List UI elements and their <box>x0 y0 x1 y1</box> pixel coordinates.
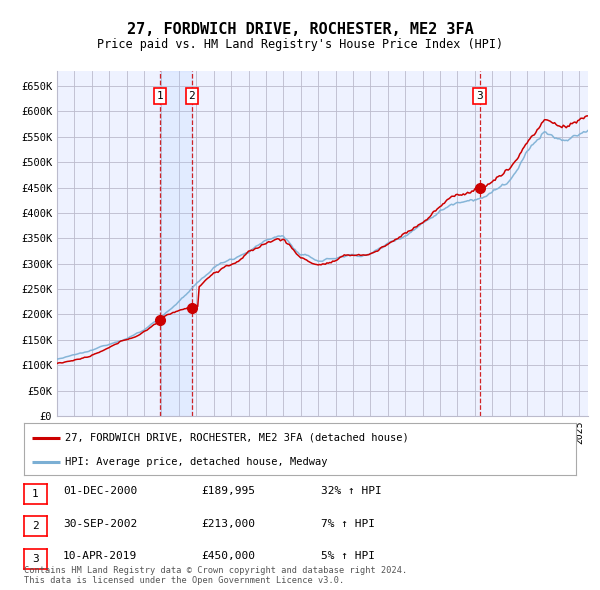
Text: 27, FORDWICH DRIVE, ROCHESTER, ME2 3FA (detached house): 27, FORDWICH DRIVE, ROCHESTER, ME2 3FA (… <box>65 432 409 442</box>
Text: £213,000: £213,000 <box>201 519 255 529</box>
Text: 32% ↑ HPI: 32% ↑ HPI <box>321 487 382 496</box>
Text: Price paid vs. HM Land Registry's House Price Index (HPI): Price paid vs. HM Land Registry's House … <box>97 38 503 51</box>
Text: 7% ↑ HPI: 7% ↑ HPI <box>321 519 375 529</box>
Text: 10-APR-2019: 10-APR-2019 <box>63 552 137 561</box>
Text: 2: 2 <box>32 522 39 531</box>
Text: £450,000: £450,000 <box>201 552 255 561</box>
Text: 30-SEP-2002: 30-SEP-2002 <box>63 519 137 529</box>
Text: Contains HM Land Registry data © Crown copyright and database right 2024.
This d: Contains HM Land Registry data © Crown c… <box>24 566 407 585</box>
Text: 2: 2 <box>188 91 196 101</box>
Bar <box>160 71 192 416</box>
Text: 5% ↑ HPI: 5% ↑ HPI <box>321 552 375 561</box>
Text: 3: 3 <box>32 554 39 563</box>
Text: HPI: Average price, detached house, Medway: HPI: Average price, detached house, Medw… <box>65 457 328 467</box>
Text: 01-DEC-2000: 01-DEC-2000 <box>63 487 137 496</box>
Text: £189,995: £189,995 <box>201 487 255 496</box>
Text: 3: 3 <box>476 91 483 101</box>
Text: 27, FORDWICH DRIVE, ROCHESTER, ME2 3FA: 27, FORDWICH DRIVE, ROCHESTER, ME2 3FA <box>127 22 473 37</box>
Text: 1: 1 <box>32 489 39 499</box>
Text: 1: 1 <box>157 91 163 101</box>
